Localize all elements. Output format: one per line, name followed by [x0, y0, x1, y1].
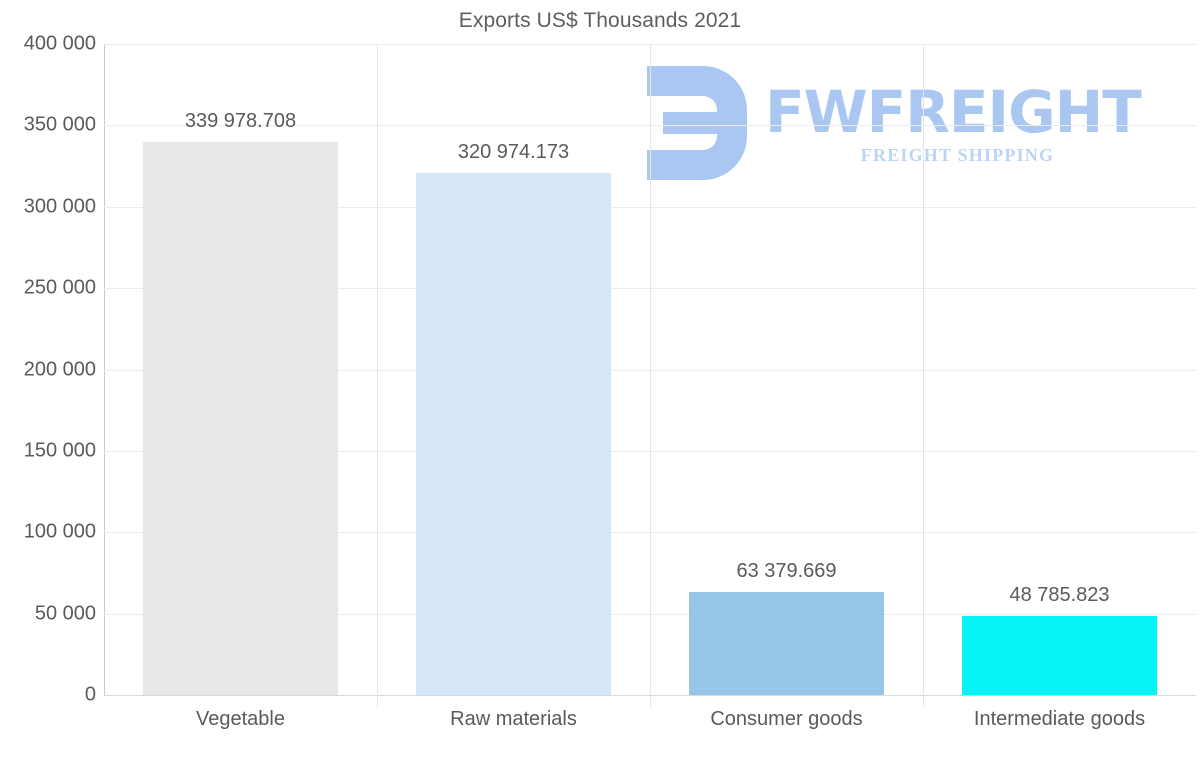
chart-title: Exports US$ Thousands 2021	[458, 9, 742, 32]
bar[interactable]	[415, 172, 612, 695]
category-separator	[650, 44, 651, 707]
y-axis-tick-label: 250 000	[23, 276, 96, 299]
bar-value-label: 48 785.823	[1009, 583, 1110, 606]
bar-value-label: 63 379.669	[736, 559, 837, 582]
y-axis-tick-label: 350 000	[23, 113, 96, 136]
bar[interactable]	[961, 615, 1158, 695]
category-separator	[377, 44, 378, 707]
x-axis-category-label: Intermediate goods	[973, 708, 1146, 730]
category-separator	[923, 44, 924, 707]
y-axis-tick-label: 50 000	[34, 602, 96, 625]
bar-value-label: 339 978.708	[184, 109, 297, 132]
y-axis-tick-label: 200 000	[23, 358, 96, 380]
x-axis-category-label: Vegetable	[196, 708, 285, 730]
x-axis-category-label: Raw materials	[450, 708, 577, 730]
x-axis-category-label: Consumer goods	[710, 708, 863, 730]
bar[interactable]	[688, 591, 885, 695]
y-axis-tick-label: 150 000	[23, 439, 96, 462]
y-axis-tick-label: 300 000	[23, 195, 96, 218]
y-axis-tick-label: 400 000	[23, 32, 96, 55]
y-axis-tick-label: 0	[84, 683, 96, 706]
bar[interactable]	[142, 141, 339, 695]
y-axis-tick-label: 100 000	[23, 520, 96, 543]
plot-area	[104, 44, 1196, 707]
bar-value-label: 320 974.173	[457, 140, 570, 163]
